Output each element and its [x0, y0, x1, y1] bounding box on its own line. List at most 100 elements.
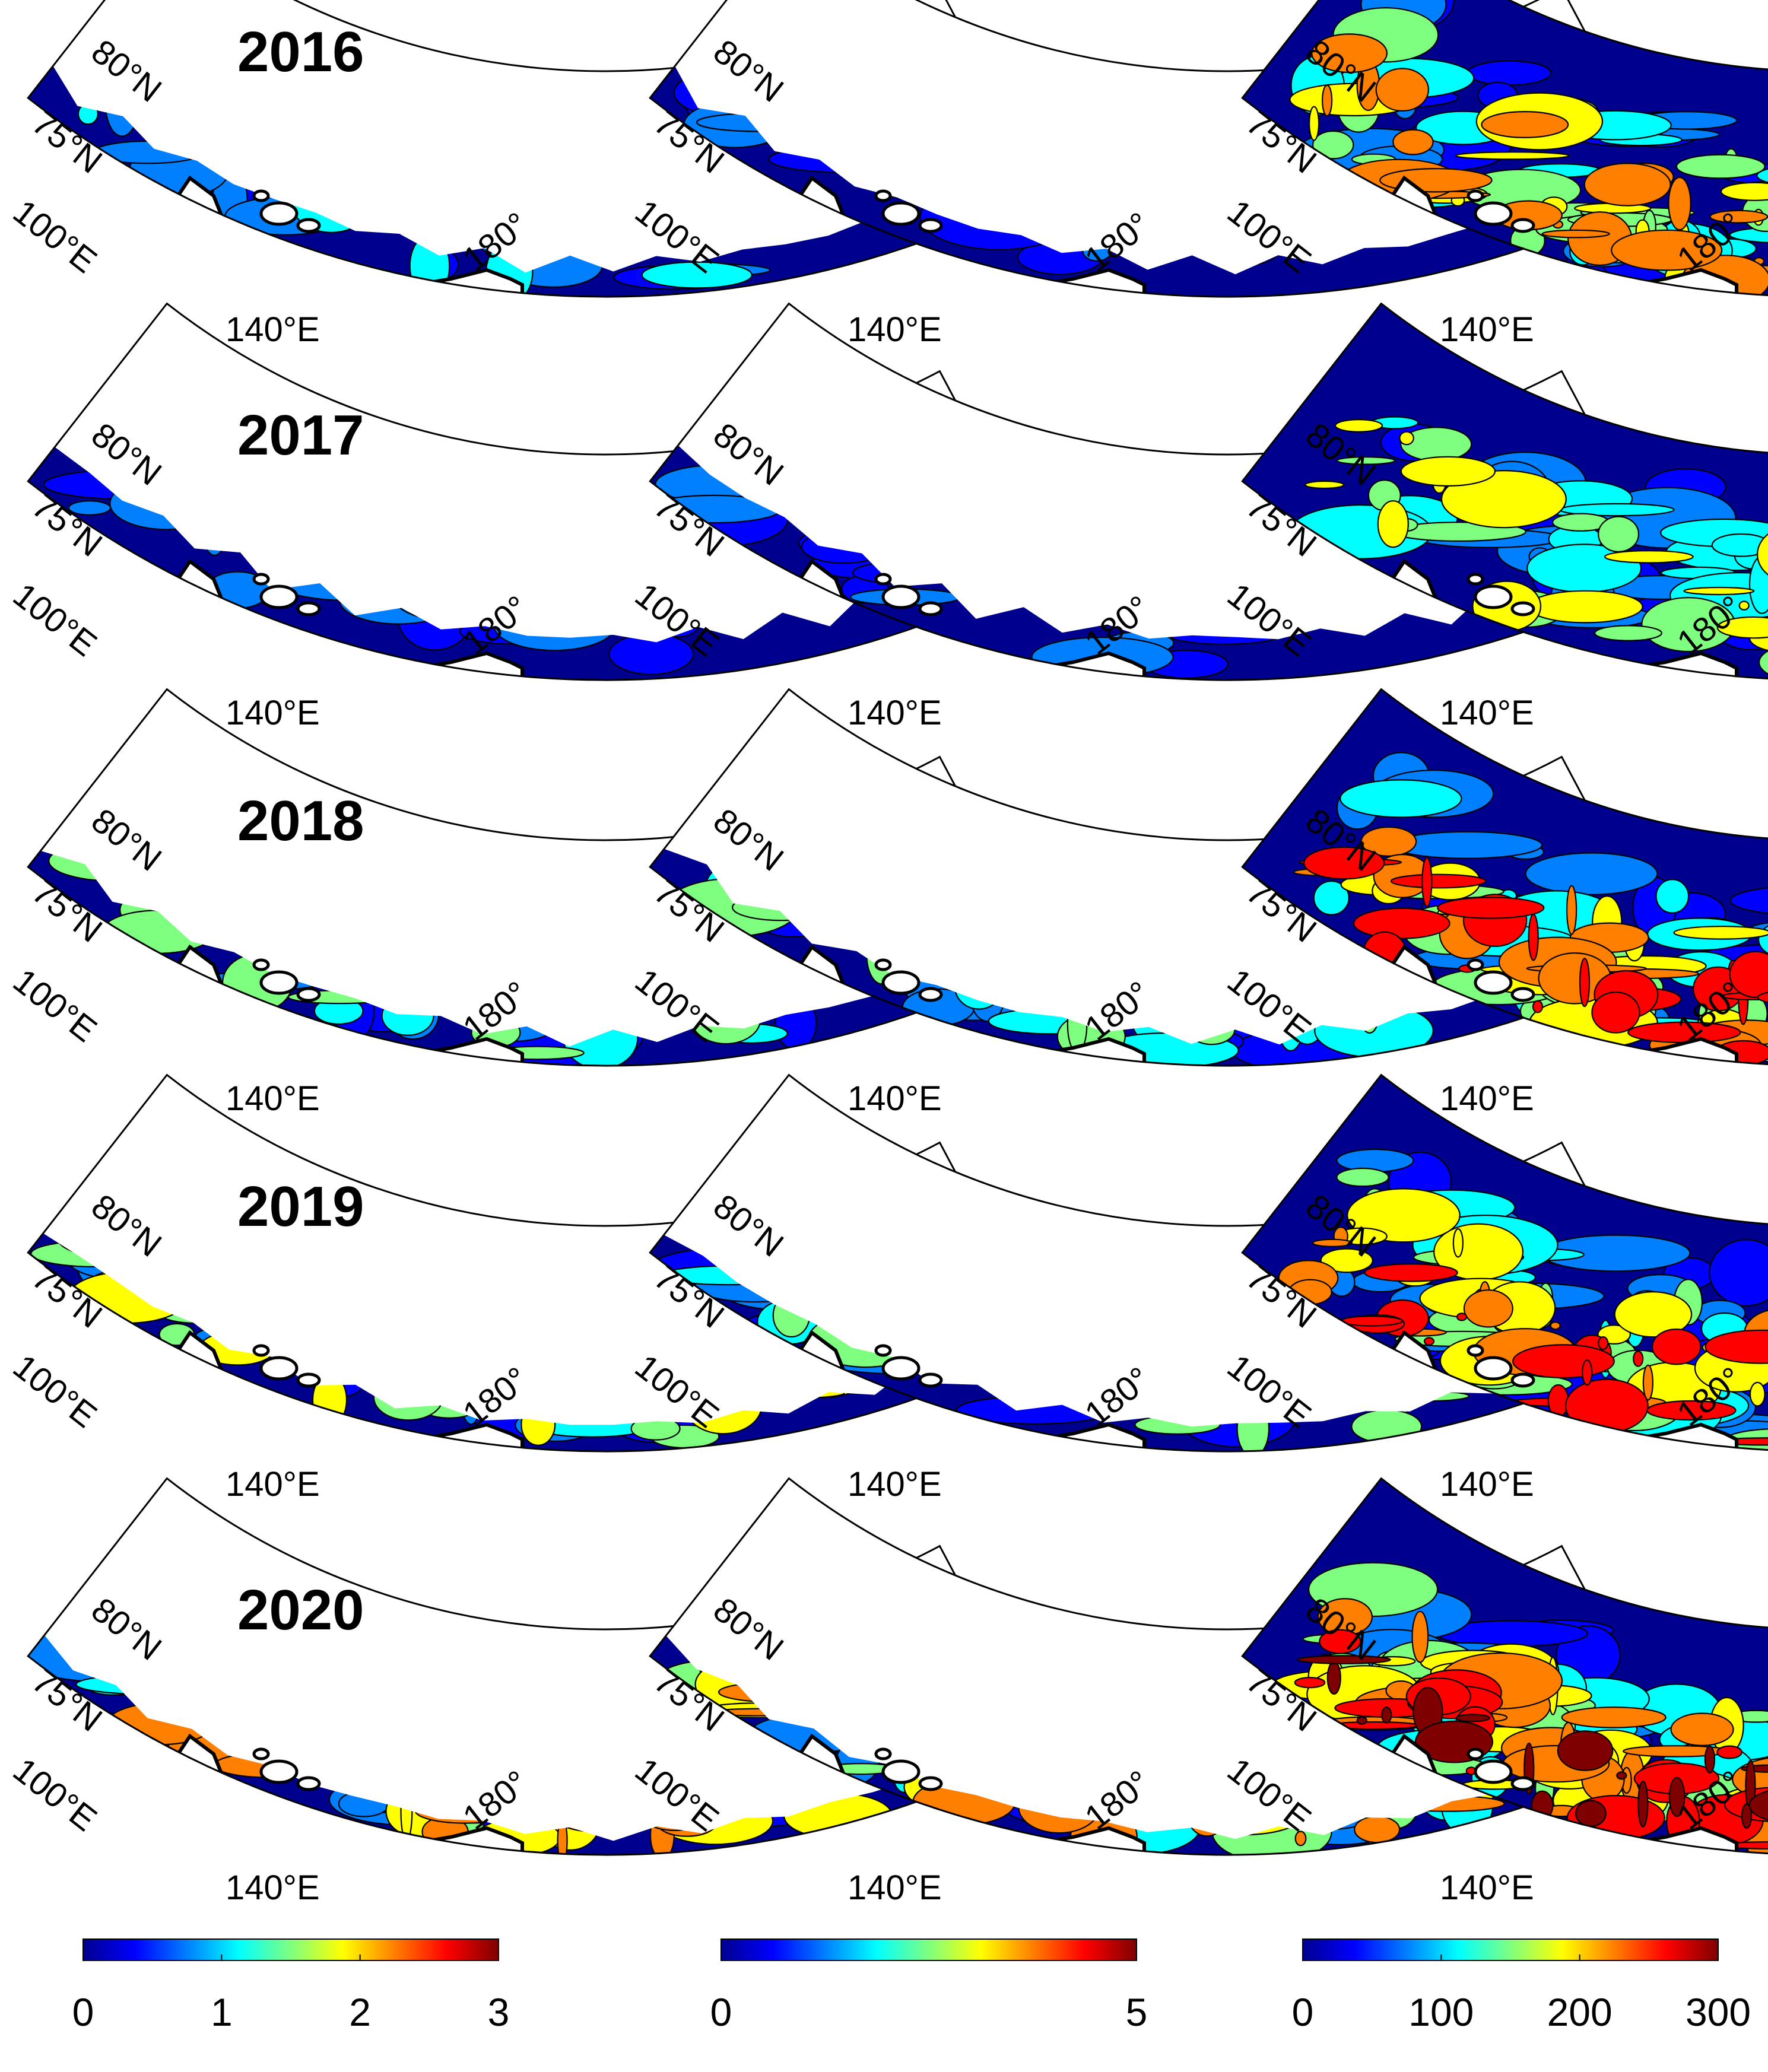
- contour-region: [1481, 111, 1569, 139]
- island: [296, 1776, 321, 1791]
- island: [874, 1747, 892, 1760]
- contour-region: [1749, 1381, 1766, 1407]
- colorbar-tick-label: 100: [1408, 1990, 1474, 2034]
- island: [1510, 218, 1535, 233]
- contour-region: [1423, 1337, 1435, 1346]
- lon-140-label: 140°E: [226, 1465, 320, 1504]
- contour-region: [1312, 130, 1354, 160]
- contour-region: [1392, 129, 1434, 155]
- contour-region: [1354, 1816, 1401, 1844]
- year-title: 2016: [237, 20, 364, 84]
- island: [1510, 987, 1535, 1002]
- colorbar-3: 0 100 200 300: [1292, 1938, 1751, 2034]
- contour-region: [1455, 151, 1570, 160]
- island: [1510, 1372, 1535, 1388]
- island: [252, 1747, 270, 1760]
- island: [1467, 573, 1484, 586]
- contour-region: [1561, 1706, 1667, 1728]
- contour-region: [1437, 897, 1545, 919]
- contour-region: [1421, 857, 1433, 908]
- contour-region: [1525, 852, 1658, 895]
- contour-region: [1575, 1800, 1607, 1828]
- contour-region: [641, 261, 753, 289]
- contour-region: [1456, 1313, 1468, 1321]
- island: [1467, 958, 1484, 971]
- lon-100-label: 100°E: [6, 576, 104, 664]
- contour-region: [1334, 419, 1383, 433]
- year-title: 2020: [237, 1578, 364, 1642]
- lon-140-label: 140°E: [848, 1465, 942, 1504]
- island: [874, 573, 892, 586]
- colorbar-scale: [82, 1938, 499, 1961]
- contour-region: [1452, 1228, 1464, 1258]
- contour-region: [1741, 1803, 1753, 1829]
- contour-region: [1527, 590, 1643, 624]
- contour-region: [1651, 1329, 1702, 1365]
- island: [1510, 1776, 1535, 1791]
- island: [296, 987, 321, 1002]
- island: [874, 189, 892, 202]
- contour-region: [1411, 1610, 1429, 1663]
- contour-region: [1336, 1167, 1389, 1187]
- contour-region: [1336, 1148, 1414, 1172]
- contour-region: [1400, 427, 1472, 462]
- contour-region: [1709, 209, 1768, 224]
- contour-region: [1311, 33, 1388, 74]
- contour-region: [1463, 1289, 1513, 1328]
- contour-region: [1675, 154, 1766, 179]
- island: [881, 584, 920, 609]
- contour-region: [1673, 926, 1768, 940]
- contour-region: [1455, 1714, 1490, 1723]
- contour-region: [1637, 1780, 1649, 1828]
- year-title: 2017: [237, 403, 364, 467]
- contour-region: [1756, 164, 1768, 188]
- island: [259, 201, 299, 226]
- island: [1467, 1344, 1484, 1357]
- colorbar-scale: [720, 1938, 1137, 1961]
- lon-140-label: 140°E: [1440, 1079, 1534, 1118]
- island: [918, 218, 943, 233]
- contour-region: [1528, 913, 1539, 961]
- contour-region: [1566, 885, 1577, 935]
- contour-region: [1579, 958, 1591, 1008]
- lon-140-label: 140°E: [848, 694, 942, 732]
- island: [881, 1356, 920, 1381]
- lon-140-label: 140°E: [226, 1079, 320, 1118]
- contour-region: [1604, 549, 1694, 564]
- contour-region: [1670, 1712, 1734, 1746]
- contour-region: [1704, 1745, 1716, 1774]
- island: [296, 601, 321, 616]
- colorbar-tick-label: 0: [72, 1990, 94, 2034]
- lon-140-label: 140°E: [1440, 310, 1534, 349]
- contour-region: [1655, 879, 1690, 914]
- lon-100-label: 100°E: [6, 192, 104, 281]
- lon-100-label: 100°E: [6, 961, 104, 1050]
- contour-region: [1557, 1730, 1614, 1771]
- contour-region: [1512, 1344, 1615, 1379]
- island: [1474, 970, 1513, 995]
- contour-region: [1532, 1000, 1544, 1013]
- island: [1474, 1356, 1513, 1381]
- island: [881, 970, 920, 995]
- contour-region: [1720, 182, 1768, 201]
- island: [252, 958, 270, 971]
- colorbar-tick-label: 0: [1292, 1990, 1314, 2034]
- contour-region: [1541, 229, 1610, 239]
- island: [259, 1759, 299, 1784]
- colorbar-tick-label: 2: [349, 1990, 371, 2034]
- contour-region: [1294, 1677, 1326, 1689]
- contour-region: [1309, 106, 1320, 141]
- colorbar-1: 0 1 2 3: [72, 1938, 509, 2034]
- contour-region: [1716, 1745, 1742, 1759]
- island: [259, 970, 299, 995]
- contour-region: [1375, 68, 1429, 112]
- colorbar-scale: [1302, 1938, 1719, 1961]
- island: [918, 1372, 943, 1388]
- lon-100-label: 100°E: [6, 1347, 104, 1435]
- contour-region: [1564, 1378, 1649, 1434]
- island: [1474, 584, 1513, 609]
- island: [874, 1344, 892, 1357]
- island: [874, 958, 892, 971]
